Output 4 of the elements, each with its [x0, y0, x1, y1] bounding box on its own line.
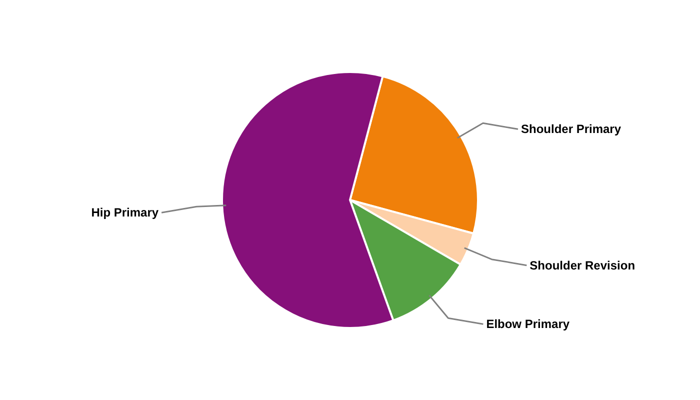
slice-label: Elbow Primary	[486, 317, 570, 332]
slice-label: Shoulder Primary	[520, 122, 622, 136]
slice-label: Shoulder Revision	[530, 258, 636, 272]
slice-label: Hip Primary	[91, 206, 159, 220]
